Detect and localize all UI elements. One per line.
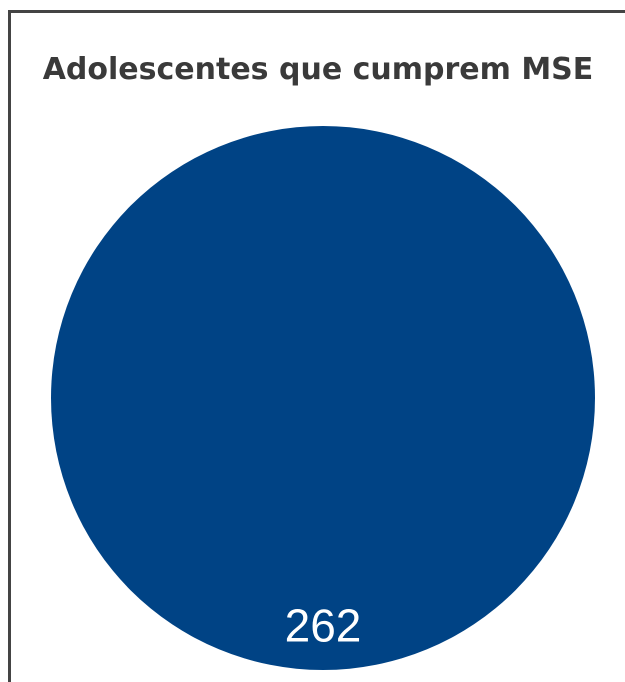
pie-slice [51,126,595,670]
pie-slice-label: 262 [285,599,362,651]
frame-border-left [8,10,11,682]
chart-title: Adolescentes que cumprem MSE [42,52,594,87]
frame-border-top [8,10,625,13]
